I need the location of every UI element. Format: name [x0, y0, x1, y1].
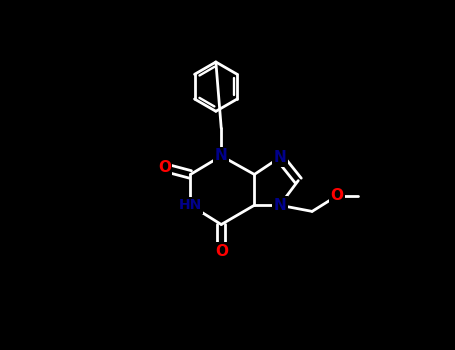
Text: N: N — [273, 150, 286, 165]
Text: N: N — [273, 198, 286, 213]
Text: HN: HN — [179, 198, 202, 212]
Text: O: O — [158, 160, 171, 175]
Text: O: O — [330, 189, 343, 203]
Text: O: O — [215, 244, 228, 259]
Text: N: N — [215, 148, 228, 163]
